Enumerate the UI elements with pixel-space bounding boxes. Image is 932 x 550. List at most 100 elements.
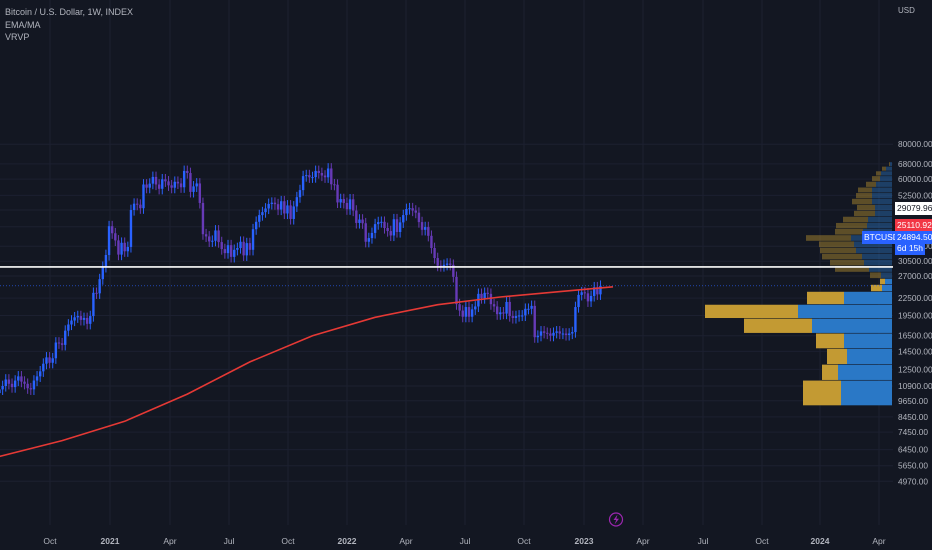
- price-tick-label: 19500.00: [898, 310, 932, 320]
- time-tick-label: Apr: [636, 536, 649, 546]
- candle-body: [229, 245, 233, 257]
- vp-bar-down: [857, 204, 875, 211]
- price-lines: [0, 266, 893, 287]
- candle-body: [189, 173, 192, 192]
- candle-body: [32, 380, 36, 390]
- price-tick-label: 52500.00: [898, 190, 932, 200]
- vp-bar-up: [881, 171, 892, 176]
- candle-body: [449, 263, 452, 265]
- candle-body: [524, 308, 527, 316]
- candle-body: [567, 333, 571, 335]
- candle-body: [398, 222, 402, 232]
- candle-body: [552, 332, 555, 336]
- candle-body: [521, 315, 524, 317]
- candle-body: [445, 263, 449, 265]
- vp-bar-down: [822, 253, 862, 260]
- candle-body: [292, 206, 295, 219]
- candle-body: [217, 230, 220, 243]
- candle-body: [323, 175, 327, 178]
- candle-body: [54, 342, 58, 359]
- candle-body: [517, 315, 521, 317]
- candle-body: [305, 175, 308, 177]
- candle-body: [508, 301, 511, 317]
- time-axis[interactable]: Oct 2021 Apr Jul Oct 2022 Apr Jul Oct 2023 Apr Jul O…: [43, 536, 885, 546]
- currency-label[interactable]: USD: [898, 6, 915, 15]
- vp-bar-up: [869, 266, 892, 272]
- candle-body: [348, 199, 352, 210]
- vp-bar-up: [882, 284, 892, 292]
- candle-body: [154, 176, 158, 185]
- candle-body: [126, 246, 130, 252]
- candle-body: [555, 331, 558, 333]
- ma-line: [0, 286, 614, 458]
- vp-bar-down: [866, 181, 876, 187]
- candle-body: [182, 170, 186, 188]
- candle-body: [17, 376, 20, 381]
- candle-body: [264, 208, 267, 213]
- vp-bar-up: [875, 210, 892, 217]
- ma-price-label: 25110.92: [895, 219, 932, 232]
- candle-body: [536, 335, 540, 338]
- vp-bar-down: [856, 193, 872, 199]
- candle-body: [423, 227, 427, 230]
- vp-bar-up: [798, 304, 892, 318]
- price-tick-label: 22500.00: [898, 293, 932, 303]
- indicator-vrvp[interactable]: VRVP: [5, 32, 30, 42]
- time-tick-label: Apr: [399, 536, 412, 546]
- candle-body: [295, 197, 299, 207]
- candle-body: [420, 222, 424, 230]
- candle-body: [427, 227, 430, 236]
- chart-legend: Bitcoin / U.S. Dollar, 1W, INDEX EMA/MA …: [5, 6, 133, 44]
- candle-body: [85, 317, 89, 324]
- candle-body: [123, 242, 126, 252]
- vp-bar-down: [843, 216, 868, 223]
- candles: [0, 163, 602, 395]
- candle-body: [408, 208, 411, 210]
- candle-body: [505, 301, 508, 314]
- candle-body: [248, 243, 252, 250]
- candle-body: [564, 333, 568, 335]
- candle-body: [51, 358, 54, 363]
- candle-body: [79, 316, 83, 320]
- vp-bar-up: [838, 364, 892, 380]
- vp-bar-up: [862, 253, 892, 260]
- vp-bar-down: [871, 284, 882, 292]
- candle-body: [336, 184, 339, 203]
- candle-body: [23, 381, 26, 384]
- candle-body: [276, 204, 280, 210]
- indicator-ema-ma[interactable]: EMA/MA: [5, 19, 41, 30]
- lightning-icon[interactable]: [608, 512, 624, 527]
- symbol-title[interactable]: Bitcoin / U.S. Dollar, 1W, INDEX: [5, 7, 134, 17]
- candle-body: [483, 292, 486, 299]
- candle-body: [179, 183, 183, 188]
- candle-body: [333, 184, 336, 186]
- candle-body: [136, 203, 139, 205]
- candle-body: [596, 287, 599, 295]
- vp-bar-down: [854, 210, 875, 217]
- candle-body: [480, 293, 483, 299]
- time-tick-label: Jul: [224, 536, 235, 546]
- candle-body: [7, 379, 11, 384]
- candle-body: [433, 248, 436, 259]
- candle-body: [430, 235, 433, 249]
- candle-body: [64, 330, 67, 345]
- vp-bar-up: [844, 333, 892, 349]
- candle-body: [395, 219, 399, 232]
- candle-body: [561, 333, 565, 335]
- candle-body: [82, 317, 86, 320]
- candle-body: [499, 312, 502, 315]
- vp-bar-down: [870, 272, 881, 279]
- candle-body: [580, 292, 583, 295]
- candle-body: [370, 232, 374, 239]
- symbol-badge[interactable]: BTCUSD: [862, 231, 901, 244]
- candle-body: [92, 292, 95, 317]
- price-tick-label: 68000.00: [898, 159, 932, 169]
- last-price-label: 24894.50: [895, 231, 932, 244]
- time-tick-label: 2023: [575, 536, 594, 546]
- price-axis[interactable]: 80000.0068000.0060000.0052500.0046500.00…: [898, 139, 932, 486]
- candle-body: [42, 363, 45, 372]
- candle-body: [492, 304, 496, 307]
- candle-body: [60, 343, 64, 345]
- time-tick-label: Apr: [163, 536, 176, 546]
